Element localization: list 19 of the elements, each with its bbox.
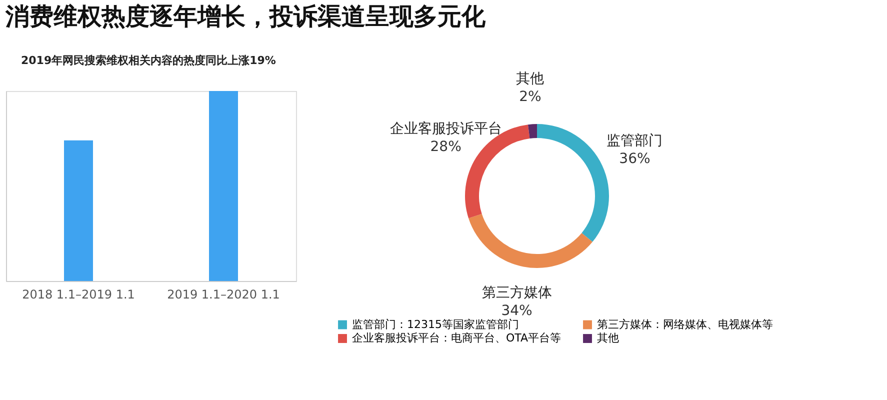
legend-label: 其他 [597, 332, 619, 344]
legend-label: 第三方媒体：网络媒体、电视媒体等 [597, 318, 773, 331]
text: 企业客服投诉平台 [390, 121, 502, 138]
data-label: 34% [501, 303, 532, 320]
data-label: 2% [519, 89, 542, 106]
chart-title: 消费维权热度逐年增长，投诉渠道呈现多元化 [4, 2, 486, 30]
text: 其他 [516, 71, 544, 88]
x-tick-label: 2019 1.1–2020 1.1 [167, 288, 280, 302]
text: 第三方媒体 [482, 285, 552, 302]
donut-slice [468, 214, 592, 268]
text: 2019年网民搜索维权相关内容的热度同比上涨19% [21, 54, 276, 67]
text: 监管部门 [606, 133, 663, 150]
x-tick-label: 2018 1.1–2019 1.1 [22, 288, 135, 302]
legend-label: 企业客服投诉平台：电商平台、OTA平台等 [352, 332, 562, 344]
data-label: 36% [619, 151, 650, 168]
donut-slice [528, 124, 537, 138]
legend-label: 监管部门：12315等国家监管部门 [352, 318, 519, 331]
data-label: 28% [430, 139, 462, 156]
donut-slice [537, 124, 609, 242]
